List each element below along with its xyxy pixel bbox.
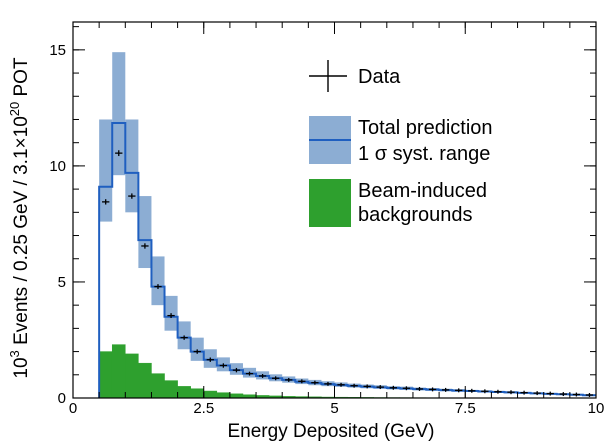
background-histogram-group [98,344,597,399]
syst-band-bin [177,321,191,350]
legend: Data Total prediction 1 σ syst. range Be… [309,60,493,227]
background-bin [229,393,244,399]
x-tick-label: 10 [588,400,605,417]
data-point [533,391,541,396]
y-tick-label: 10 [49,158,66,175]
data-point [376,385,384,390]
legend-backgrounds-label: backgrounds [358,204,473,226]
data-point [245,371,254,376]
x-axis-title: Energy Deposited (GeV) [228,421,435,442]
y-title-times: × [11,137,32,148]
x-tick-label: 0 [69,400,77,417]
background-bin [164,380,178,399]
y-title-post-sup: 20 [7,102,22,116]
data-point [272,376,280,381]
data-point [585,393,594,397]
data-point [363,384,371,389]
data-point [455,388,463,393]
prediction-line-group [98,121,596,398]
legend-data-marker [309,60,347,92]
legend-total-prediction-label: Total prediction [358,117,493,139]
syst-band-bin [99,119,113,222]
data-point [441,387,450,392]
data-point [167,313,175,319]
background-bin [138,362,152,399]
data-point [389,385,397,390]
legend-syst-range-label: 1 σ syst. range [358,143,490,165]
y-axis-title: 103 Events / 0.25 GeV / 3.1×1020 POT [7,57,32,379]
legend-prediction-swatch [309,116,351,164]
background-bin [151,373,165,399]
x-tick-label: 2.5 [193,400,214,417]
data-point [350,383,358,388]
data-point [559,392,567,397]
data-point [206,357,214,362]
data-point [402,386,411,391]
syst-band-bin [125,119,139,213]
y-tick-label: 0 [58,390,66,407]
data-point [285,377,293,382]
data-point [468,388,476,393]
background-bin [125,353,139,399]
y-title-pre-sup: 3 [7,350,22,357]
background-bin [190,388,205,399]
sigma-symbol: σ [375,143,388,165]
y-tick-label: 15 [49,42,66,59]
data-point [428,387,437,392]
background-bin [111,344,126,399]
data-point [481,389,489,394]
data-point [258,373,267,378]
x-tick-label: 7.5 [455,400,476,417]
data-point [546,391,554,396]
data-point [520,390,528,395]
data-point [154,284,162,290]
y-title-mid: Events / 0.25 GeV / 3.1 [11,148,32,350]
syst-band-bin [151,256,165,306]
y-title-post-base: 10 [11,116,32,137]
data-point [324,381,332,386]
data-point [193,349,201,354]
prediction-step-line [98,121,596,398]
axes-group: 0 2.5 5 7.5 10 0 5 10 15 [49,21,605,417]
y-title-pre-exp: 10 [11,357,32,378]
syst-band-bin [138,196,152,269]
data-point [128,193,136,199]
background-bin [216,392,231,399]
data-point [494,389,502,394]
data-point [180,335,188,340]
data-point [115,150,123,157]
background-bin [98,351,113,399]
data-point [298,379,306,384]
data-point [232,367,241,373]
data-point [337,382,345,387]
background-bin [177,386,191,399]
syst-band-bin [190,337,204,361]
y-title-post: POT [11,57,32,102]
data-point [572,392,581,397]
data-point [415,386,424,391]
data-point [141,243,149,249]
background-bin [203,390,218,399]
y-tick-label: 5 [58,274,66,291]
data-point [311,380,319,385]
syst-band-bin [112,52,126,176]
x-tick-label: 5 [330,400,338,417]
data-point [102,199,110,205]
legend-data-label: Data [358,66,401,88]
data-point [507,390,515,395]
legend-background-swatch [309,179,351,227]
data-points-group [102,150,594,397]
data-point [219,363,228,368]
legend-beam-induced-label: Beam-induced [358,180,487,202]
